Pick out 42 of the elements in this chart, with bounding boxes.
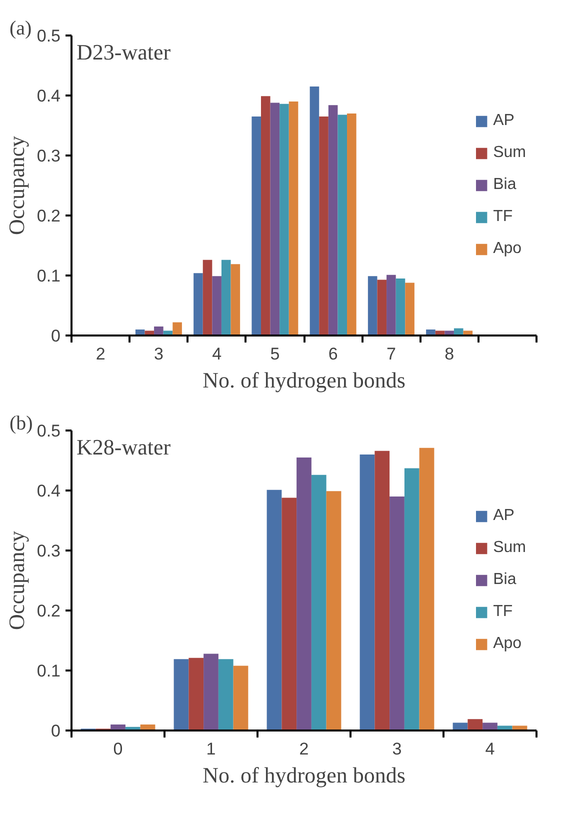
x-tick-label: 6 <box>328 344 338 364</box>
x-tick-label: 0 <box>113 740 123 758</box>
x-tick-label: 8 <box>444 344 454 364</box>
x-tick-label: 3 <box>392 740 402 758</box>
x-tick-label: 2 <box>299 740 309 758</box>
y-tick-label: 0 <box>51 722 61 740</box>
annotation: D23-water <box>76 40 172 64</box>
y-tick-label: 0.1 <box>36 662 61 680</box>
legend-label: Apo <box>493 635 522 653</box>
legend-label: Bia <box>493 176 516 194</box>
legend-label: AP <box>493 507 514 525</box>
y-tick-label: 0.3 <box>36 542 61 560</box>
text: (a) <box>10 18 32 40</box>
x-tick-label: 7 <box>386 344 396 364</box>
x-tick-label: 2 <box>96 344 106 364</box>
x-tick-label: 4 <box>212 344 222 364</box>
legend-label: Bia <box>493 571 516 589</box>
legend-label: Apo <box>493 240 522 258</box>
y-tick-label: 0.5 <box>36 422 61 440</box>
y-tick-label: 0.2 <box>36 206 61 226</box>
x-tick-label: 1 <box>206 740 216 758</box>
legend-label: TF <box>493 208 514 226</box>
annotation: K28-water <box>76 434 172 460</box>
y-tick-label: 0 <box>51 326 61 346</box>
y-tick-label: 0.4 <box>36 482 61 500</box>
x-tick-label: 5 <box>270 344 280 364</box>
y-axis-title: Occupancy <box>4 136 29 235</box>
text: (b) <box>10 412 33 434</box>
legend-label: TF <box>493 603 514 621</box>
x-axis-title: No. of hydrogen bonds <box>202 368 406 392</box>
y-axis-title: Occupancy <box>4 531 29 630</box>
y-tick-label: 0.1 <box>36 266 61 286</box>
x-axis-title: No. of hydrogen bonds <box>202 762 406 788</box>
y-tick-label: 0.3 <box>36 146 61 166</box>
y-tick-label: 0.5 <box>36 26 61 46</box>
x-tick-label: 3 <box>154 344 164 364</box>
legend-label: Sum <box>493 539 526 557</box>
x-tick-label: 4 <box>485 740 495 758</box>
y-tick-label: 0.4 <box>36 86 61 106</box>
y-tick-label: 0.2 <box>36 602 61 620</box>
legend-label: Sum <box>493 144 526 162</box>
legend-label: AP <box>493 112 514 130</box>
